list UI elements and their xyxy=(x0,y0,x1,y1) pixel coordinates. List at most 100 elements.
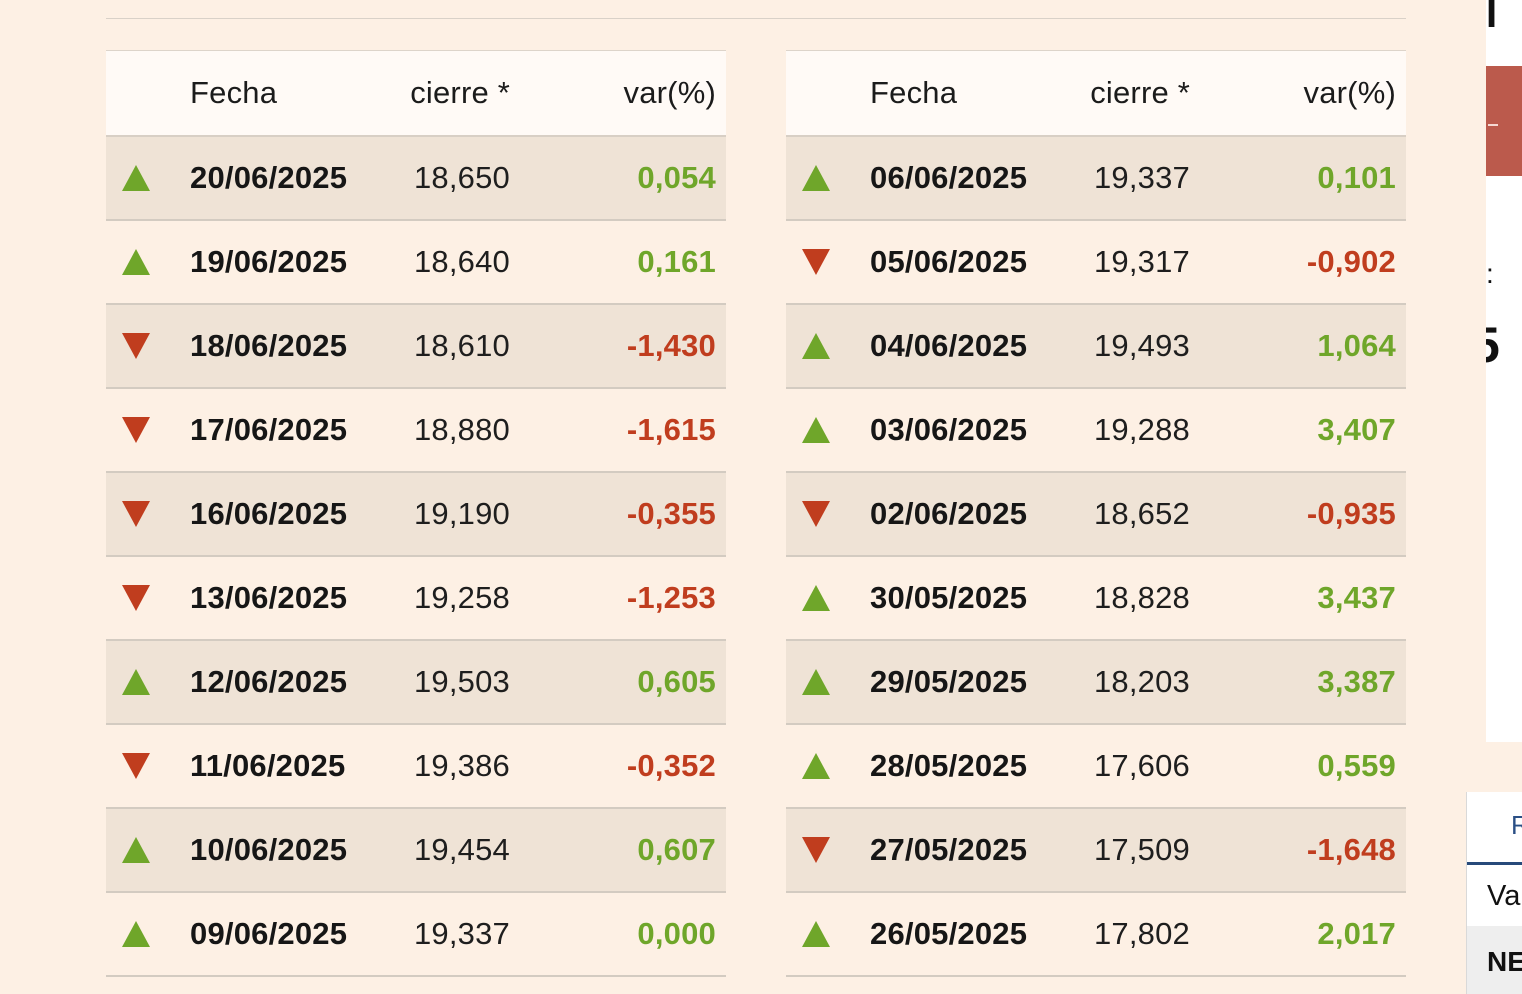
side-tab-ticker[interactable]: NE xyxy=(1487,946,1522,977)
table-body: 06/06/2025 19,337 0,101 05/06/2025 19,317 -0,… xyxy=(786,137,1406,977)
row-close: 18,203 xyxy=(1093,664,1190,699)
table-row[interactable]: 30/05/2025 18,828 3,437 xyxy=(786,557,1406,641)
row-date: 28/05/2025 xyxy=(870,748,1028,783)
row-date: 09/06/2025 xyxy=(190,916,348,951)
row-var: 0,607 xyxy=(637,832,716,867)
row-close: 19,288 xyxy=(1093,412,1190,447)
row-close: 18,652 xyxy=(1093,496,1190,531)
row-date: 16/06/2025 xyxy=(190,496,348,531)
table-row[interactable]: 03/06/2025 19,288 3,407 xyxy=(786,389,1406,473)
row-date: 19/06/2025 xyxy=(190,244,348,279)
arrow-up-icon xyxy=(800,305,832,387)
row-var: -0,355 xyxy=(626,496,716,531)
column-header-close[interactable]: cierre * xyxy=(410,75,510,110)
row-close: 19,493 xyxy=(1093,328,1190,363)
column-header-date[interactable]: Fecha xyxy=(190,75,278,110)
side-panel-glyph: I xyxy=(1486,0,1498,36)
row-var: 0,161 xyxy=(637,244,716,279)
table-row[interactable]: 11/06/2025 19,386 -0,352 xyxy=(106,725,726,809)
row-var: -1,253 xyxy=(626,580,716,615)
table-row[interactable]: 28/05/2025 17,606 0,559 xyxy=(786,725,1406,809)
table-row[interactable]: 04/06/2025 19,493 1,064 xyxy=(786,305,1406,389)
table-row[interactable]: 19/06/2025 18,640 0,161 xyxy=(106,221,726,305)
arrow-down-icon xyxy=(120,473,152,555)
history-table-left: Fecha cierre * var(%) 20/06/2025 18,650 0,… xyxy=(106,50,726,977)
side-panel-dash xyxy=(1488,124,1498,126)
row-close: 18,650 xyxy=(413,160,510,195)
row-close: 19,454 xyxy=(413,832,510,867)
table-row[interactable]: 12/06/2025 19,503 0,605 xyxy=(106,641,726,725)
row-date: 02/06/2025 xyxy=(870,496,1028,531)
column-header-var[interactable]: var(%) xyxy=(623,75,716,110)
arrow-up-icon xyxy=(120,137,152,219)
arrow-down-icon xyxy=(120,557,152,639)
row-close: 17,802 xyxy=(1093,916,1190,951)
row-var: 1,064 xyxy=(1317,328,1396,363)
arrow-up-icon xyxy=(120,641,152,723)
row-var: 3,437 xyxy=(1317,580,1396,615)
column-header-date[interactable]: Fecha xyxy=(870,75,958,110)
arrow-up-icon xyxy=(800,893,832,975)
row-date: 17/06/2025 xyxy=(190,412,348,447)
row-date: 27/05/2025 xyxy=(870,832,1028,867)
row-var: 0,559 xyxy=(1317,748,1396,783)
row-var: -0,935 xyxy=(1306,496,1396,531)
side-tab-label[interactable]: R xyxy=(1511,810,1522,841)
table-row[interactable]: 13/06/2025 19,258 -1,253 xyxy=(106,557,726,641)
side-tab-footer xyxy=(1467,926,1522,994)
row-var: 3,407 xyxy=(1317,412,1396,447)
row-var: -1,615 xyxy=(626,412,716,447)
row-close: 19,258 xyxy=(413,580,510,615)
table-row[interactable]: 29/05/2025 18,203 3,387 xyxy=(786,641,1406,725)
table-row[interactable]: 09/06/2025 19,337 0,000 xyxy=(106,893,726,977)
table-row[interactable]: 27/05/2025 17,509 -1,648 xyxy=(786,809,1406,893)
row-var: 0,101 xyxy=(1317,160,1396,195)
arrow-up-icon xyxy=(800,725,832,807)
row-var: -0,352 xyxy=(626,748,716,783)
row-date: 10/06/2025 xyxy=(190,832,348,867)
row-date: 20/06/2025 xyxy=(190,160,348,195)
row-close: 19,503 xyxy=(413,664,510,699)
row-var: -0,902 xyxy=(1306,244,1396,279)
table-row[interactable]: 02/06/2025 18,652 -0,935 xyxy=(786,473,1406,557)
table-row[interactable]: 26/05/2025 17,802 2,017 xyxy=(786,893,1406,977)
arrow-up-icon xyxy=(800,557,832,639)
row-close: 19,337 xyxy=(413,916,510,951)
side-panel-red-button[interactable] xyxy=(1486,66,1522,176)
table-row[interactable]: 17/06/2025 18,880 -1,615 xyxy=(106,389,726,473)
arrow-down-icon xyxy=(800,473,832,555)
row-date: 03/06/2025 xyxy=(870,412,1028,447)
arrow-down-icon xyxy=(800,221,832,303)
table-row[interactable]: 05/06/2025 19,317 -0,902 xyxy=(786,221,1406,305)
row-close: 19,190 xyxy=(413,496,510,531)
arrow-up-icon xyxy=(120,809,152,891)
table-header: Fecha cierre * var(%) xyxy=(786,50,1406,137)
row-date: 06/06/2025 xyxy=(870,160,1028,195)
side-tab-panel-partial: R Val NE xyxy=(1466,792,1522,994)
column-header-close[interactable]: cierre * xyxy=(1090,75,1190,110)
row-var: 2,017 xyxy=(1317,916,1396,951)
row-close: 18,640 xyxy=(413,244,510,279)
side-panel-partial: I : 5 xyxy=(1486,0,1522,742)
table-row[interactable]: 06/06/2025 19,337 0,101 xyxy=(786,137,1406,221)
row-var: 0,605 xyxy=(637,664,716,699)
row-date: 05/06/2025 xyxy=(870,244,1028,279)
arrow-up-icon xyxy=(800,641,832,723)
row-date: 04/06/2025 xyxy=(870,328,1028,363)
table-row[interactable]: 10/06/2025 19,454 0,607 xyxy=(106,809,726,893)
table-row[interactable]: 20/06/2025 18,650 0,054 xyxy=(106,137,726,221)
row-close: 17,509 xyxy=(1093,832,1190,867)
column-header-var[interactable]: var(%) xyxy=(1303,75,1396,110)
arrow-down-icon xyxy=(120,725,152,807)
table-row[interactable]: 16/06/2025 19,190 -0,355 xyxy=(106,473,726,557)
top-divider xyxy=(106,18,1406,19)
row-date: 13/06/2025 xyxy=(190,580,348,615)
table-row[interactable]: 18/06/2025 18,610 -1,430 xyxy=(106,305,726,389)
row-var: 3,387 xyxy=(1317,664,1396,699)
row-var: 0,000 xyxy=(637,916,716,951)
side-tab-value-label: Val xyxy=(1487,880,1522,912)
row-date: 11/06/2025 xyxy=(190,748,346,783)
arrow-up-icon xyxy=(800,389,832,471)
row-var: -1,430 xyxy=(626,328,716,363)
side-tab-header[interactable] xyxy=(1467,792,1522,865)
